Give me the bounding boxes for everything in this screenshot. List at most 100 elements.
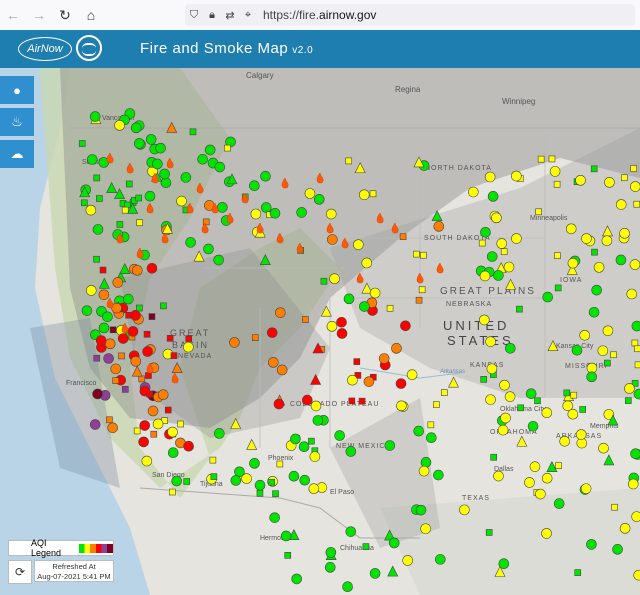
aqi-monitor-marker[interactable] xyxy=(147,405,159,417)
aqi-monitor-marker[interactable] xyxy=(127,326,139,337)
aqi-monitor-marker[interactable] xyxy=(230,417,242,429)
aqi-monitor-marker[interactable] xyxy=(166,121,178,133)
fire-icon[interactable] xyxy=(436,262,444,274)
aqi-monitor-marker[interactable] xyxy=(484,171,496,183)
aqi-monitor-marker[interactable] xyxy=(433,401,440,408)
aqi-monitor-marker[interactable] xyxy=(591,248,598,256)
back-arrow-icon[interactable]: ← xyxy=(6,7,20,23)
aqi-monitor-marker[interactable] xyxy=(116,221,124,228)
aqi-monitor-marker[interactable] xyxy=(308,483,320,495)
aqi-monitor-marker[interactable] xyxy=(291,573,302,585)
aqi-monitor-marker[interactable] xyxy=(104,338,116,350)
aqi-monitor-marker[interactable] xyxy=(418,465,430,477)
aqi-monitor-marker[interactable] xyxy=(487,191,499,202)
aqi-monitor-marker[interactable] xyxy=(591,284,602,296)
aqi-monitor-marker[interactable] xyxy=(93,255,100,263)
aqi-monitor-marker[interactable] xyxy=(312,415,324,426)
aqi-monitor-marker[interactable] xyxy=(570,391,578,399)
aqi-monitor-marker[interactable] xyxy=(388,537,400,549)
aqi-monitor-marker[interactable] xyxy=(189,128,197,136)
aqi-monitor-marker[interactable] xyxy=(336,328,348,339)
aqi-monitor-marker[interactable] xyxy=(399,233,407,241)
aqi-monitor-marker[interactable] xyxy=(579,330,590,341)
fire-icon[interactable] xyxy=(136,247,144,259)
aqi-monitor-marker[interactable] xyxy=(224,144,231,152)
fire-icon[interactable] xyxy=(116,232,124,244)
aqi-monitor-marker[interactable] xyxy=(562,400,574,412)
aqi-monitor-marker[interactable] xyxy=(183,440,194,452)
aqi-markers[interactable] xyxy=(78,108,640,593)
aqi-monitor-marker[interactable] xyxy=(603,454,615,466)
aqi-monitor-marker[interactable] xyxy=(358,397,366,405)
aqi-monitor-marker[interactable] xyxy=(290,433,301,445)
sidebar-monitors-button[interactable]: ● xyxy=(0,76,34,104)
aqi-monitor-marker[interactable] xyxy=(130,356,142,367)
aqi-monitor-marker[interactable] xyxy=(574,569,582,576)
fire-icon[interactable] xyxy=(211,202,219,214)
sidebar-smoke-button[interactable]: ☁ xyxy=(0,140,34,168)
aqi-monitor-marker[interactable] xyxy=(581,233,592,244)
aqi-monitor-marker[interactable] xyxy=(256,489,264,497)
aqi-monitor-marker[interactable] xyxy=(400,320,411,332)
aqi-monitor-marker[interactable] xyxy=(426,432,437,444)
fire-icon[interactable] xyxy=(281,177,289,189)
aqi-monitor-marker[interactable] xyxy=(312,342,324,354)
fire-icon[interactable] xyxy=(186,202,194,214)
aqi-monitor-marker[interactable] xyxy=(272,490,279,498)
aqi-monitor-marker[interactable] xyxy=(93,354,101,362)
aqi-monitor-marker[interactable] xyxy=(99,266,107,274)
aqi-monitor-marker[interactable] xyxy=(384,529,396,541)
aqi-monitor-marker[interactable] xyxy=(111,302,122,314)
aqi-monitor-marker[interactable] xyxy=(268,478,275,486)
aqi-monitor-marker[interactable] xyxy=(226,173,238,185)
globe-logo-icon[interactable] xyxy=(76,35,102,61)
aqi-monitor-marker[interactable] xyxy=(396,400,407,412)
aqi-monitor-marker[interactable] xyxy=(275,307,286,318)
aqi-monitor-marker[interactable] xyxy=(135,194,143,202)
aqi-monitor-marker[interactable] xyxy=(624,383,635,394)
aqi-monitor-marker[interactable] xyxy=(197,153,208,165)
aqi-monitor-marker[interactable] xyxy=(114,120,125,131)
aqi-monitor-marker[interactable] xyxy=(145,372,152,379)
aqi-monitor-marker[interactable] xyxy=(435,554,446,565)
aqi-monitor-marker[interactable] xyxy=(634,361,640,369)
aqi-monitor-marker[interactable] xyxy=(369,190,377,198)
aqi-monitor-marker[interactable] xyxy=(478,314,490,326)
fire-icon[interactable] xyxy=(171,372,179,384)
aqi-monitor-marker[interactable] xyxy=(524,477,535,488)
aqi-monitor-marker[interactable] xyxy=(358,189,370,201)
aqi-monitor-marker[interactable] xyxy=(415,504,427,516)
aqi-monitor-marker[interactable] xyxy=(504,391,516,402)
aqi-monitor-marker[interactable] xyxy=(259,254,271,266)
aqi-monitor-marker[interactable] xyxy=(598,442,609,454)
aqi-monitor-marker[interactable] xyxy=(276,364,288,376)
aqi-monitor-marker[interactable] xyxy=(193,250,205,262)
fire-icon[interactable] xyxy=(416,272,424,284)
aqi-monitor-marker[interactable] xyxy=(534,397,541,405)
aqi-monitor-marker[interactable] xyxy=(304,188,316,199)
aqi-monitor-marker[interactable] xyxy=(85,285,97,296)
aqi-monitor-marker[interactable] xyxy=(250,208,262,220)
aqi-monitor-marker[interactable] xyxy=(354,372,362,379)
aqi-monitor-marker[interactable] xyxy=(619,523,631,534)
aqi-monitor-marker[interactable] xyxy=(575,175,586,186)
aqi-monitor-marker[interactable] xyxy=(493,470,504,482)
aqi-monitor-marker[interactable] xyxy=(276,460,284,468)
aqi-monitor-marker[interactable] xyxy=(601,235,613,246)
aqi-monitor-marker[interactable] xyxy=(415,296,423,304)
aqi-monitor-marker[interactable] xyxy=(565,223,577,235)
aqi-legend[interactable]: AQI Legend xyxy=(8,538,114,558)
aqi-monitor-marker[interactable] xyxy=(395,378,407,389)
aqi-monitor-marker[interactable] xyxy=(313,194,325,205)
aqi-monitor-marker[interactable] xyxy=(384,440,396,451)
aqi-monitor-marker[interactable] xyxy=(378,353,390,364)
aqi-monitor-marker[interactable] xyxy=(579,406,586,413)
aqi-monitor-marker[interactable] xyxy=(125,311,132,319)
url-text[interactable]: https://fire.airnow.gov xyxy=(263,8,376,22)
aqi-monitor-marker[interactable] xyxy=(369,287,381,299)
aqi-monitor-marker[interactable] xyxy=(80,199,88,207)
aqi-monitor-marker[interactable] xyxy=(326,321,338,332)
aqi-monitor-marker[interactable] xyxy=(288,529,300,540)
aqi-monitor-marker[interactable] xyxy=(204,144,216,156)
aqi-monitor-marker[interactable] xyxy=(413,425,424,437)
